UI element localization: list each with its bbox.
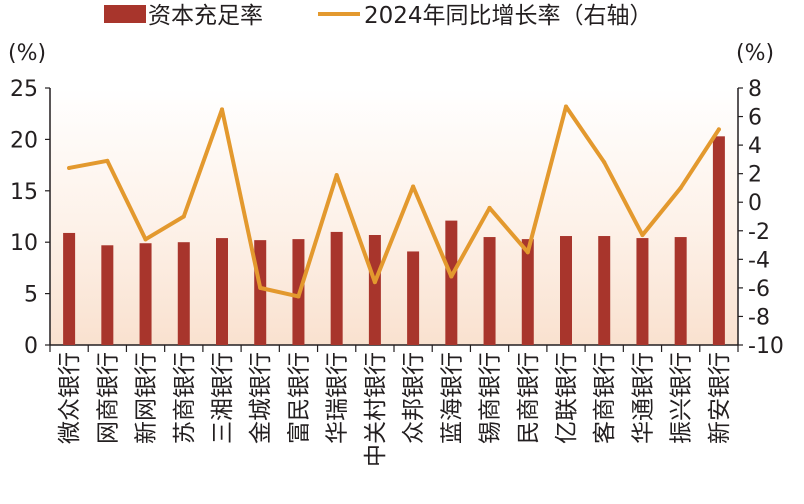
category-label: 华瑞银行 [325,352,351,444]
bar [674,237,687,345]
growth-point [411,184,416,189]
growth-point [334,173,339,178]
plot-area [50,88,738,345]
right-tick-label: -10 [748,334,784,359]
category-label: 苏商银行 [172,352,198,444]
bar [560,236,572,345]
right-tick-label: 8 [748,77,762,102]
growth-point [105,158,110,163]
legend-label-line: 2024年同比增长率（右轴） [364,3,653,29]
bar [445,220,458,345]
growth-point [296,294,301,299]
category-label: 中关村银行 [363,352,389,467]
bar [407,251,420,345]
right-tick-label: -6 [748,277,770,302]
category-label: 众邦银行 [401,352,427,444]
left-tick-label: 5 [24,283,38,308]
growth-point [525,250,530,255]
left-tick-label: 15 [10,180,38,205]
category-label: 三湘银行 [210,352,236,444]
category-label: 网商银行 [95,352,121,444]
category-labels: 微众银行 网商银行 新网银行 苏商银行 三湘银行 金城银行 富民银行 华瑞银行 中关村银行 众邦银… [57,352,733,467]
growth-point [564,104,568,109]
growth-point [487,205,492,210]
category-label: 振兴银行 [669,352,695,444]
right-axis-ticks: 8 6 4 2 0 -2 -4 -6 -8 -10 [738,77,784,359]
left-tick-label: 20 [10,128,38,153]
bar [101,245,114,345]
bar [636,238,649,345]
growth-point [678,185,683,190]
right-tick-label: -4 [748,248,770,273]
growth-point [640,233,645,238]
category-label: 蓝海银行 [439,352,465,444]
right-tick-label: -2 [748,220,770,245]
right-unit-label: (%) [736,41,774,66]
category-label: 新网银行 [134,352,160,444]
right-tick-label: 6 [748,106,762,131]
category-label: 微众银行 [57,352,83,444]
right-tick-label: 4 [748,134,762,159]
growth-point [67,165,72,170]
left-tick-label: 10 [10,231,38,256]
category-label: 金城银行 [248,352,274,444]
right-tick-label: 0 [748,191,762,216]
category-label: 富民银行 [286,352,312,444]
left-unit-label: (%) [8,41,46,66]
bar [139,243,152,345]
category-label: 锡商银行 [478,352,504,444]
category-label: 客商银行 [592,352,618,444]
left-axis-ticks: 0 5 10 15 20 25 [10,77,50,359]
left-tick-label: 0 [24,334,38,359]
growth-point [143,237,148,242]
growth-point [449,274,454,279]
bar [330,231,343,345]
bar [254,240,267,345]
legend: 资本充足率 2024年同比增长率（右轴） [104,3,653,29]
bar [598,236,611,345]
growth-point [258,285,263,290]
bar [712,136,725,345]
growth-line [67,104,721,299]
bar [368,235,381,345]
growth-point [220,107,224,112]
growth-point [181,214,186,219]
bar [483,237,496,345]
bar [521,239,534,345]
right-tick-label: 2 [748,163,762,188]
growth-point [372,280,377,285]
legend-label-bar: 资本充足率 [148,3,263,29]
bar-series [63,136,725,345]
bar [177,242,190,345]
category-label: 民商银行 [516,352,542,444]
bar [216,238,228,345]
growth-point [716,127,721,132]
axes [49,88,739,352]
line-series [67,104,721,299]
growth-point [602,160,607,165]
left-tick-label: 25 [10,77,38,102]
right-tick-label: -8 [748,305,770,330]
category-label: 新安银行 [707,352,733,444]
category-label: 亿联银行 [554,352,580,444]
bar [63,232,76,345]
legend-swatch-bar [104,5,146,23]
category-label: 华通银行 [630,352,656,444]
